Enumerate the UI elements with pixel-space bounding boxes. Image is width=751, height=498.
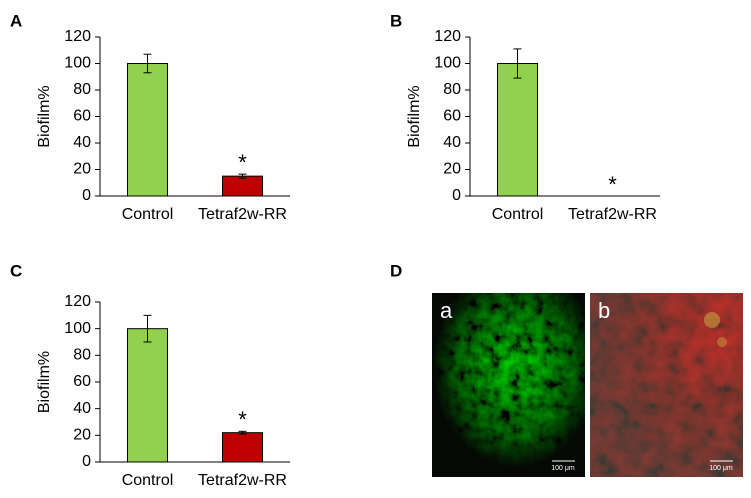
y-axis-label: Biofilm% [36,351,53,413]
y-tick-label: 20 [73,161,91,178]
bar [497,63,538,197]
y-tick-label: 100 [64,55,91,72]
x-tick-label: Tetraf2w-RR [568,206,657,223]
y-axis-label: Biofilm% [406,85,423,147]
y-tick-label: 100 [64,320,91,337]
image-label: b [598,298,610,323]
micrograph-b-texture [590,293,743,477]
y-tick-label: 40 [73,134,91,151]
panel-label: A [10,11,22,30]
y-tick-label: 120 [64,28,91,45]
y-tick-label: 80 [443,81,461,98]
y-tick-label: 120 [434,28,461,45]
y-tick-label: 120 [64,293,91,310]
bar [222,432,263,463]
significance-marker: * [608,172,617,197]
highlight [704,312,720,328]
significance-marker: * [238,407,247,432]
y-tick-label: 60 [73,108,91,125]
y-tick-label: 20 [73,427,91,444]
panel-label: C [10,261,22,280]
scale-bar-label: 100 μm [709,465,733,472]
image-label: a [440,298,453,323]
y-tick-label: 0 [82,187,91,204]
bar [127,328,168,463]
y-tick-label: 0 [82,453,91,470]
y-axis-label: Biofilm% [36,85,53,147]
y-tick-label: 60 [73,373,91,390]
x-tick-label: Control [492,206,544,223]
y-tick-label: 40 [443,134,461,151]
y-tick-label: 40 [73,400,91,417]
y-tick-label: 80 [73,81,91,98]
x-tick-label: Tetraf2w-RR [198,206,287,223]
micrograph-a-texture [432,293,585,477]
scale-bar-label: 100 μm [551,465,575,472]
panel-label: D [390,261,402,280]
y-tick-label: 80 [73,347,91,364]
bar [127,63,168,197]
significance-marker: * [238,150,247,175]
y-tick-label: 0 [452,187,461,204]
x-tick-label: Control [122,472,174,489]
highlight [717,337,727,347]
x-tick-label: Tetraf2w-RR [198,472,287,489]
image-panel: Da 100 μm b 100 μm [390,261,743,477]
panel-label: B [390,11,402,30]
y-tick-label: 20 [443,161,461,178]
y-tick-label: 60 [443,108,461,125]
x-tick-label: Control [122,206,174,223]
y-tick-label: 100 [434,55,461,72]
bar [222,175,263,197]
